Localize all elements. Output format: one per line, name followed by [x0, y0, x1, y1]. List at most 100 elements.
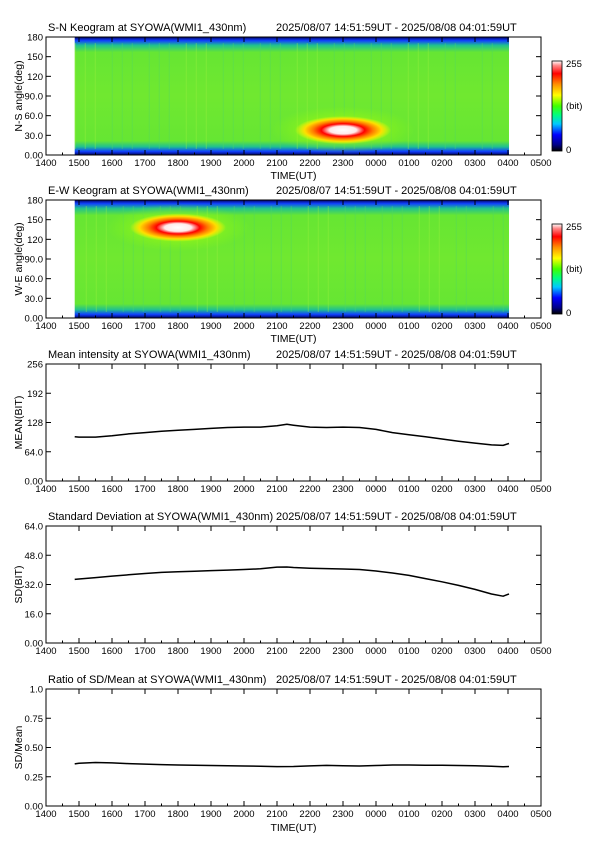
time-range-label: 2025/08/07 14:51:59UT - 2025/08/08 04:01…: [276, 674, 517, 686]
x-tick-label: 0000: [365, 321, 386, 332]
keogram-striation: [131, 43, 133, 149]
x-tick-label: 2300: [332, 321, 353, 332]
y-tick-label: 0.00: [25, 151, 44, 162]
y-tick-label: 32.0: [25, 580, 44, 591]
y-axis-label: MEAN(BIT): [13, 396, 25, 450]
keogram-striation: [122, 206, 124, 312]
colorbar-max-label: 255: [566, 59, 582, 70]
x-tick-label: 0400: [497, 321, 518, 332]
x-tick-label: 1400: [35, 158, 56, 169]
keogram-striation: [95, 206, 97, 312]
keogram-striation: [253, 206, 255, 312]
keogram-striation: [381, 206, 383, 312]
keogram-striation: [206, 206, 208, 312]
x-tick-label: 1700: [134, 484, 155, 495]
series-line: [74, 423, 510, 447]
panel-ew: E-W Keogram at SYOWA(WMI1_430nm) 2025/08/…: [13, 185, 582, 345]
keogram-striation: [179, 206, 181, 312]
keogram-striation: [438, 206, 440, 312]
x-tick-label: 2200: [299, 484, 320, 495]
x-tick-label: 1500: [68, 158, 89, 169]
y-tick-label: 256: [27, 360, 43, 371]
x-tick-label: 0400: [497, 646, 518, 657]
x-tick-label: 1700: [134, 158, 155, 169]
x-tick-label: 2100: [266, 321, 287, 332]
x-tick-label: 2300: [332, 484, 353, 495]
x-tick-label: 1400: [35, 321, 56, 332]
y-tick-label: 180: [27, 33, 43, 44]
keogram-striation: [454, 43, 456, 149]
series-line: [74, 566, 510, 597]
keogram-striation: [280, 206, 282, 312]
keogram-striation: [492, 206, 494, 312]
keogram-striation: [233, 206, 235, 312]
aurora-feature: [130, 213, 226, 242]
x-tick-label: 0300: [464, 646, 485, 657]
panel-sd: Standard Deviation at SYOWA(WMI1_430nm) 2…: [13, 511, 552, 657]
keogram-striation: [242, 43, 244, 149]
y-tick-label: 150: [27, 215, 43, 226]
keogram-striation: [269, 43, 271, 149]
y-tick-label: 180: [27, 196, 43, 207]
colorbar-min-label: 0: [566, 308, 571, 319]
y-tick-label: 90.0: [25, 92, 44, 103]
keogram-striation: [444, 43, 446, 149]
x-tick-label: 1400: [35, 809, 56, 820]
keogram-striation: [270, 206, 272, 312]
keogram-striation: [491, 43, 493, 149]
x-tick-label: 2000: [233, 484, 254, 495]
x-tick-label: 1500: [68, 321, 89, 332]
x-tick-label: 1800: [167, 809, 188, 820]
x-tick-label: 2200: [299, 809, 320, 820]
x-tick-label: 1500: [68, 809, 89, 820]
keogram-striation: [296, 43, 298, 149]
keogram-striation: [105, 206, 107, 312]
x-tick-label: 0500: [530, 158, 551, 169]
keogram-striation: [353, 43, 355, 149]
keogram-striation: [417, 43, 419, 149]
x-tick-label: 2000: [233, 158, 254, 169]
keogram-striation: [391, 206, 393, 312]
y-tick-label: 0.50: [25, 743, 44, 754]
x-tick-label: 0200: [431, 158, 452, 169]
x-tick-label: 2100: [266, 809, 287, 820]
time-range-label: 2025/08/07 14:51:59UT - 2025/08/08 04:01…: [276, 349, 517, 361]
panel-title: Ratio of SD/Mean at SYOWA(WMI1_430nm): [48, 674, 266, 686]
x-tick-label: 0400: [497, 158, 518, 169]
keogram-striation: [85, 206, 87, 312]
plot-frame: [45, 688, 542, 807]
y-tick-label: 64.0: [25, 522, 44, 533]
x-tick-label: 1700: [134, 646, 155, 657]
keogram-striation: [364, 206, 366, 312]
keogram-striation: [259, 43, 261, 149]
keogram-striation: [333, 43, 335, 149]
aurora-feature: [295, 116, 391, 145]
keogram-striation: [195, 43, 197, 149]
colorbar-unit-label: (bit): [566, 264, 582, 275]
y-tick-label: 120: [27, 72, 43, 83]
keogram-image: [74, 200, 509, 318]
x-tick-label: 1800: [167, 484, 188, 495]
x-tick-label: 2300: [332, 158, 353, 169]
x-tick-label: 0500: [530, 809, 551, 820]
y-tick-label: 120: [27, 235, 43, 246]
colorbar-min-label: 0: [566, 145, 571, 156]
keogram-striation: [306, 43, 308, 149]
x-tick-label: 1400: [35, 646, 56, 657]
x-tick-label: 1500: [68, 646, 89, 657]
plot-frame: [45, 363, 542, 482]
keogram-striation: [290, 206, 292, 312]
x-axis-label: TIME(UT): [270, 822, 316, 834]
x-tick-label: 1500: [68, 484, 89, 495]
keogram-striation: [216, 206, 218, 312]
y-tick-label: 0.00: [25, 802, 44, 813]
x-tick-label: 2100: [266, 646, 287, 657]
y-tick-label: 0.00: [25, 314, 44, 325]
x-axis-label: TIME(UT): [270, 170, 316, 182]
panel-ratio: Ratio of SD/Mean at SYOWA(WMI1_430nm) 202…: [13, 674, 552, 834]
keogram-striation: [185, 43, 187, 149]
x-tick-label: 0200: [431, 646, 452, 657]
x-tick-label: 0200: [431, 321, 452, 332]
x-tick-label: 0400: [497, 484, 518, 495]
x-tick-label: 0300: [464, 809, 485, 820]
